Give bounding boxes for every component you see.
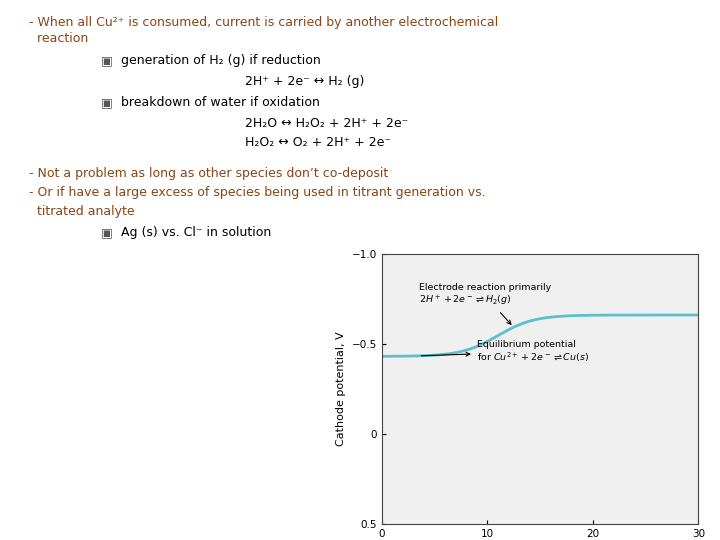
Y-axis label: Cathode potential, V: Cathode potential, V [336,332,346,446]
Text: - When all Cu²⁺ is consumed, current is carried by another electrochemical: - When all Cu²⁺ is consumed, current is … [29,16,498,29]
Text: generation of H₂ (g) if reduction: generation of H₂ (g) if reduction [121,54,320,67]
Text: ▣: ▣ [101,96,112,109]
Text: reaction: reaction [29,32,88,45]
Text: breakdown of water if oxidation: breakdown of water if oxidation [121,96,320,109]
Text: ▣: ▣ [101,226,112,239]
Text: - Or if have a large excess of species being used in titrant generation vs.: - Or if have a large excess of species b… [29,186,485,199]
Text: - Not a problem as long as other species don’t co-deposit: - Not a problem as long as other species… [29,167,388,180]
Text: Ag (s) vs. Cl⁻ in solution: Ag (s) vs. Cl⁻ in solution [121,226,271,239]
Text: titrated analyte: titrated analyte [29,205,135,218]
Text: Electrode reaction primarily
$2H^+ + 2e^-\rightleftharpoons H_2(g)$: Electrode reaction primarily $2H^+ + 2e^… [418,282,551,324]
Text: H₂O₂ ↔ O₂ + 2H⁺ + 2e⁻: H₂O₂ ↔ O₂ + 2H⁺ + 2e⁻ [245,136,391,149]
Text: 2H⁺ + 2e⁻ ↔ H₂ (g): 2H⁺ + 2e⁻ ↔ H₂ (g) [245,75,364,87]
Text: ▣: ▣ [101,54,112,67]
Text: Equilibrium potential
for $Cu^{2+} + 2e^-\rightleftharpoons Cu(s)$: Equilibrium potential for $Cu^{2+} + 2e^… [421,340,589,365]
Text: 2H₂O ↔ H₂O₂ + 2H⁺ + 2e⁻: 2H₂O ↔ H₂O₂ + 2H⁺ + 2e⁻ [245,117,408,130]
